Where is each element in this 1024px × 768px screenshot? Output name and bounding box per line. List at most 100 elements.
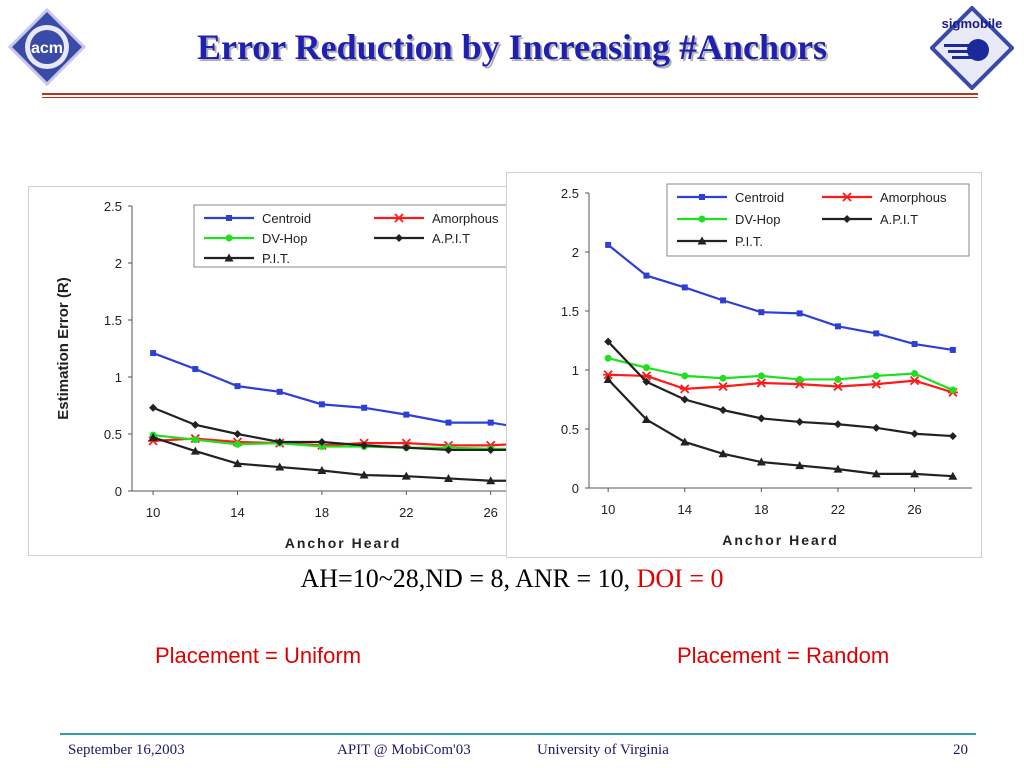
random-x-axis-label: Anchor Heard xyxy=(722,532,839,548)
uniform-legend-a-p-i-t-label: A.P.I.T xyxy=(432,231,470,246)
parameters-text: AH=10~28,ND = 8, ANR = 10, xyxy=(300,564,637,593)
random-amorphous-point xyxy=(832,381,843,392)
random-xtick-label: 10 xyxy=(601,502,615,517)
uniform-p-i-t-point xyxy=(486,476,496,485)
random-centroid-point xyxy=(949,346,956,353)
uniform-ytick-label: 2.5 xyxy=(104,199,122,214)
uniform-legend-amorphous-label: Amorphous xyxy=(432,211,499,226)
random-dv-hop-point xyxy=(911,370,919,378)
random-legend-p-i-t-marker xyxy=(697,236,707,245)
uniform-a-p-i-t-point xyxy=(233,430,242,438)
uniform-xtick-label: 22 xyxy=(399,505,413,520)
parameters-caption: AH=10~28,ND = 8, ANR = 10, DOI = 0 xyxy=(0,564,1024,594)
uniform-dv-hop-line xyxy=(152,434,533,450)
uniform-centroid-point xyxy=(487,419,494,426)
uniform-p-i-t-point xyxy=(444,473,453,482)
placement-uniform-label: Placement = Uniform xyxy=(155,643,362,668)
placement-random-label: Placement = Random xyxy=(677,643,890,668)
random-p-i-t-point xyxy=(756,457,766,466)
random-centroid-point xyxy=(681,284,688,291)
uniform-p-i-t-point xyxy=(317,465,327,474)
acm-logo: acm xyxy=(7,7,87,87)
uniform-ytick-label: 0 xyxy=(115,484,122,499)
uniform-xtick-label: 26 xyxy=(483,505,497,520)
random-p-i-t-point xyxy=(680,437,690,446)
random-legend-a-p-i-t-label: A.P.I.T xyxy=(880,212,918,227)
uniform-legend-centroid-marker xyxy=(226,215,232,221)
random-p-i-t-point xyxy=(910,469,920,478)
random-xtick-label: 18 xyxy=(754,502,768,517)
random-chart: 0 0.5 1 1.5 2 2.5 10 14 18 22 26 Anchor Heard Centro… xyxy=(506,172,982,558)
title-divider-thin xyxy=(42,97,978,98)
random-amorphous-line xyxy=(608,373,954,394)
random-a-p-i-t-point xyxy=(872,423,881,432)
uniform-dv-hop-point xyxy=(234,440,241,448)
uniform-legend-dv-hop-label: DV-Hop xyxy=(262,231,308,246)
uniform-p-i-t-point xyxy=(233,459,242,468)
random-p-i-t-line xyxy=(607,378,953,478)
uniform-p-i-t-point xyxy=(401,471,411,480)
random-dv-hop-point xyxy=(642,364,650,372)
random-centroid-point xyxy=(605,241,612,248)
uniform-ytick-label: 1 xyxy=(115,370,122,385)
random-p-i-t-point xyxy=(833,464,843,473)
random-dv-hop-point xyxy=(757,372,765,380)
random-centroid-point xyxy=(796,310,803,317)
uniform-xtick-label: 18 xyxy=(315,505,329,520)
uniform-a-p-i-t-point xyxy=(149,403,158,412)
uniform-ytick-label: 2 xyxy=(115,256,122,271)
random-centroid-point xyxy=(834,323,841,330)
uniform-dv-hop-point xyxy=(191,436,199,444)
random-a-p-i-t-point xyxy=(642,377,651,386)
random-legend-amorphous-label: Amorphous xyxy=(880,190,947,205)
uniform-a-p-i-t-point xyxy=(191,420,200,429)
random-dv-hop-point xyxy=(719,374,727,382)
uniform-a-p-i-t-point xyxy=(360,441,369,450)
uniform-a-p-i-t-point xyxy=(486,445,495,454)
footer-university: University of Virginia xyxy=(537,742,669,758)
random-xtick-label: 26 xyxy=(907,502,921,517)
uniform-legend-a-p-i-t-marker xyxy=(395,234,403,242)
random-legend-amorphous-marker xyxy=(842,192,852,202)
random-amorphous-point xyxy=(603,370,614,380)
acm-logo-text: acm xyxy=(31,40,63,57)
sigmobile-logo-text: sigmobile xyxy=(942,16,1003,31)
random-amorphous-point xyxy=(909,375,920,386)
uniform-x-axis-label: Anchor Heard xyxy=(285,535,402,551)
uniform-centroid-point xyxy=(318,401,325,408)
random-ytick-label: 1 xyxy=(572,363,579,378)
random-chart-svg: 0 0.5 1 1.5 2 2.5 10 14 18 22 26 Anchor Heard Centro… xyxy=(561,183,972,548)
random-centroid-point xyxy=(758,309,765,316)
random-a-p-i-t-line xyxy=(607,340,953,438)
random-amorphous-point xyxy=(756,378,767,388)
random-legend-centroid-label: Centroid xyxy=(735,190,784,205)
random-ytick-label: 1.5 xyxy=(561,304,579,319)
random-legend-dv-hop-label: DV-Hop xyxy=(735,212,781,227)
doi-text: DOI = 0 xyxy=(636,564,724,593)
uniform-legend-dv-hop-marker xyxy=(225,234,233,242)
random-a-p-i-t-point xyxy=(795,417,804,426)
random-amorphous-point xyxy=(718,381,729,392)
page-number: 20 xyxy=(953,742,968,758)
random-a-p-i-t-point xyxy=(757,414,766,423)
random-p-i-t-point xyxy=(641,415,651,424)
uniform-dv-hop-point xyxy=(318,443,326,451)
uniform-xtick-label: 10 xyxy=(146,505,160,520)
random-a-p-i-t-point xyxy=(719,406,728,415)
random-a-p-i-t-point xyxy=(910,429,919,438)
uniform-centroid-point xyxy=(403,411,410,418)
random-dv-hop-point xyxy=(949,386,957,394)
uniform-centroid-point xyxy=(276,388,283,395)
uniform-ytick-label: 1.5 xyxy=(104,313,122,328)
uniform-centroid-point xyxy=(192,366,199,373)
uniform-centroid-point xyxy=(361,404,368,411)
random-centroid-line xyxy=(607,244,954,352)
random-centroid-point xyxy=(911,341,918,348)
random-centroid-point xyxy=(873,330,880,337)
uniform-legend-amorphous-marker xyxy=(394,213,404,223)
slide-title: Error Reduction by Increasing #Anchors xyxy=(196,27,828,67)
uniform-ytick-label: 0.5 xyxy=(104,427,122,442)
uniform-legend xyxy=(193,204,530,268)
footer-divider xyxy=(60,733,976,735)
uniform-centroid-line xyxy=(152,352,534,431)
